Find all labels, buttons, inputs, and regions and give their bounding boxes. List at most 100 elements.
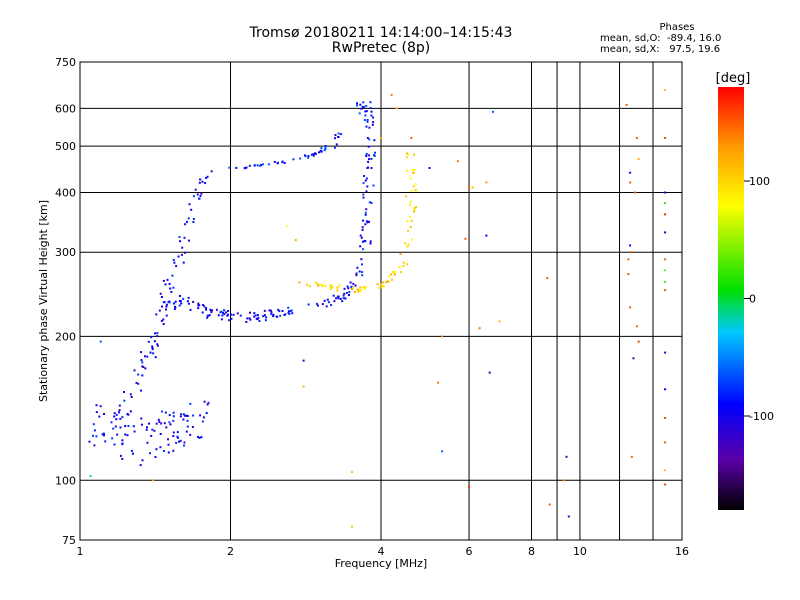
plot-frame <box>79 61 683 541</box>
data-point <box>133 430 136 433</box>
data-point <box>329 285 332 288</box>
data-point <box>141 374 144 377</box>
data-point <box>102 432 105 435</box>
data-point <box>287 306 290 309</box>
data-point <box>141 423 143 426</box>
x-tick-label: 8 <box>528 545 535 558</box>
data-point <box>406 220 409 223</box>
data-point <box>206 316 209 319</box>
data-point <box>464 237 467 240</box>
data-point <box>286 225 289 228</box>
data-point <box>119 417 122 420</box>
data-point <box>227 310 230 312</box>
y-tick-label: 100 <box>55 474 76 487</box>
data-point <box>372 184 375 187</box>
data-point <box>410 189 413 192</box>
data-point <box>373 154 376 157</box>
data-point <box>89 475 92 478</box>
x-tick-label: 6 <box>466 545 473 558</box>
data-point <box>437 381 439 384</box>
data-point <box>327 301 330 304</box>
data-point <box>151 347 154 349</box>
data-point <box>113 443 116 446</box>
data-point <box>264 319 267 322</box>
data-point <box>99 405 102 408</box>
data-point <box>137 382 140 385</box>
data-point <box>190 208 193 211</box>
data-point <box>161 410 163 413</box>
data-point <box>359 245 362 248</box>
data-point <box>337 297 340 300</box>
data-point <box>162 318 165 321</box>
data-point <box>336 289 339 292</box>
data-point <box>164 283 167 286</box>
data-point <box>160 296 163 298</box>
data-point <box>637 158 640 160</box>
data-point <box>201 311 204 314</box>
data-point <box>183 441 186 444</box>
data-point <box>154 356 157 359</box>
data-point <box>321 303 324 306</box>
data-point <box>307 303 310 306</box>
data-point <box>172 415 175 418</box>
data-point <box>169 287 172 290</box>
data-point <box>324 285 327 288</box>
data-point <box>488 371 491 374</box>
data-point <box>95 435 98 438</box>
data-point <box>468 186 470 189</box>
data-point <box>393 270 396 273</box>
data-point <box>373 139 376 142</box>
data-point <box>159 446 162 449</box>
data-point <box>172 431 175 434</box>
data-point <box>154 332 156 335</box>
data-point <box>391 278 393 281</box>
data-point <box>113 412 116 415</box>
data-point <box>263 309 266 312</box>
data-point <box>257 316 260 319</box>
data-point <box>196 193 199 196</box>
data-point <box>153 340 156 343</box>
data-point <box>258 320 261 322</box>
data-point <box>158 420 161 423</box>
data-point <box>156 343 159 346</box>
data-point <box>664 469 667 472</box>
data-point <box>355 272 358 275</box>
data-point <box>456 160 459 163</box>
data-point <box>563 479 566 482</box>
data-point <box>236 312 239 315</box>
colorbar-gradient <box>718 87 744 510</box>
data-point <box>334 134 337 136</box>
data-point <box>220 310 223 313</box>
data-point <box>155 313 158 316</box>
data-point <box>121 457 124 460</box>
data-point <box>361 263 363 266</box>
data-point <box>361 274 364 277</box>
data-point <box>121 416 124 419</box>
data-point <box>126 413 129 416</box>
data-point <box>367 160 370 163</box>
data-point <box>197 307 200 310</box>
data-point <box>390 93 393 96</box>
data-point <box>145 428 148 431</box>
data-point <box>159 292 162 295</box>
data-point <box>324 147 327 150</box>
data-point <box>156 335 159 338</box>
data-point <box>393 273 396 276</box>
data-point <box>330 287 332 290</box>
data-point <box>115 413 118 416</box>
data-point <box>410 220 413 222</box>
data-point <box>413 153 416 156</box>
data-point <box>314 281 317 284</box>
data-point <box>366 137 369 139</box>
data-point <box>415 206 417 209</box>
data-point <box>270 311 273 314</box>
data-point <box>270 313 273 316</box>
data-point <box>163 422 166 425</box>
data-point <box>485 181 488 184</box>
data-point <box>399 253 402 255</box>
data-point <box>269 309 272 312</box>
data-point <box>126 434 129 437</box>
data-point <box>390 273 393 276</box>
data-point <box>249 318 252 321</box>
data-point <box>253 164 256 167</box>
